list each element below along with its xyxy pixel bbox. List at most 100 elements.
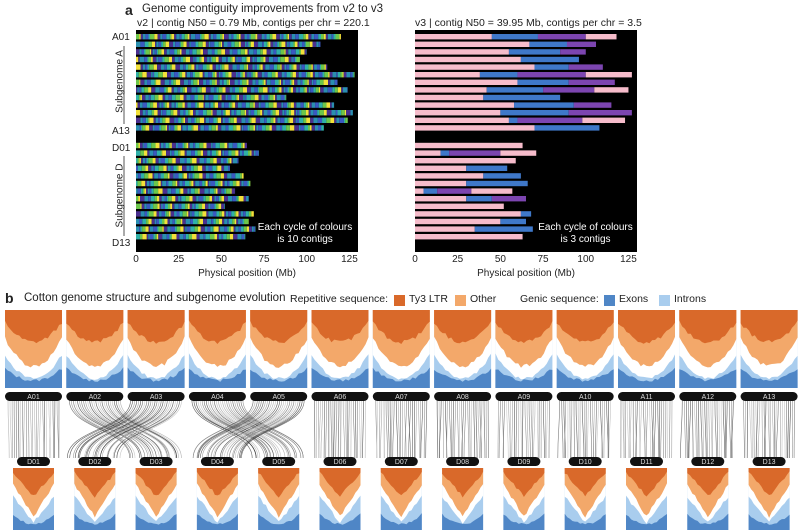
subgenome-d-label: Subgenome D	[114, 163, 126, 228]
v2-bar-D05	[136, 173, 244, 179]
svg-text:D11: D11	[640, 459, 652, 466]
density-profile-A02	[66, 310, 124, 388]
v3-bar-D04	[415, 165, 508, 171]
svg-text:A09: A09	[518, 394, 531, 401]
chromosome-pill-A09: A09	[495, 392, 553, 401]
v3-contig	[415, 165, 467, 171]
v3-bar-D01	[415, 142, 523, 149]
v3-bar-A05	[415, 64, 603, 70]
chromosome-pill-D10: D10	[568, 457, 602, 466]
v2-bar-D10	[136, 211, 254, 217]
x-tick-label: 0	[412, 254, 418, 265]
v3-contig	[415, 41, 530, 47]
v2-bar-D13	[136, 234, 246, 240]
v3-contig	[479, 72, 518, 78]
density-profile-A06	[311, 310, 369, 388]
chromosome-pill-D03: D03	[139, 457, 173, 466]
v3-contig	[520, 211, 532, 217]
density-profile-D04	[196, 468, 238, 530]
svg-text:D07: D07	[395, 459, 408, 466]
chromosome-pill-A02: A02	[66, 392, 124, 401]
v2-bar-D04	[136, 165, 230, 171]
v3-bar-A13	[415, 125, 600, 131]
v2-note: Each cycle of colours is 10 contigs	[255, 222, 355, 246]
x-tick-label: 50	[494, 254, 506, 265]
x-tick-label: 125	[341, 254, 358, 265]
v3-contig	[466, 180, 528, 187]
density-profile-D06	[319, 468, 361, 530]
density-profile-D07	[380, 468, 422, 530]
chromosome-pill-D08: D08	[446, 457, 480, 466]
v3-contig	[486, 87, 544, 93]
chromosome-pill-D09: D09	[507, 457, 541, 466]
v3-contig	[534, 64, 569, 70]
v3-contig	[566, 41, 597, 47]
x-tick-label: 75	[258, 254, 270, 265]
v3-bar-A09	[415, 94, 561, 101]
v2-bar-D03	[136, 158, 239, 164]
v3-contig	[415, 196, 467, 202]
v3-contig	[449, 150, 501, 156]
v3-note-line2: is 3 contigs	[560, 234, 611, 245]
density-profile-D01	[13, 468, 54, 530]
svg-text:D13: D13	[763, 459, 776, 466]
svg-text:A07: A07	[395, 394, 408, 401]
v3-contig	[437, 188, 472, 194]
v3-bar-D13	[415, 234, 523, 240]
v2-bar-A02	[136, 41, 321, 47]
v2-contig-plot	[136, 30, 358, 252]
density-profile-A07	[372, 310, 430, 388]
density-profile-A09	[495, 310, 553, 388]
v2-bar-D01	[136, 142, 247, 149]
v3-contig-plot	[415, 30, 637, 252]
v2-plot-background	[136, 30, 358, 252]
chromosome-pill-A07: A07	[372, 392, 430, 401]
v3-contig	[508, 49, 561, 55]
v3-contig	[466, 196, 492, 202]
v3-contig	[415, 56, 521, 63]
v3-contig	[415, 64, 535, 70]
v3-contig	[415, 226, 475, 232]
v3-note-line1: Each cycle of colours	[538, 222, 633, 233]
v3-contig	[415, 180, 467, 187]
v3-contig	[568, 79, 615, 85]
v3-bar-D12	[415, 226, 533, 232]
svg-text:A06: A06	[334, 394, 347, 401]
v2-note-line1: Each cycle of colours	[257, 222, 353, 233]
svg-text:A10: A10	[579, 394, 592, 401]
v3-bar-A01	[415, 34, 617, 40]
svg-text:A11: A11	[641, 394, 653, 401]
v3-contig	[415, 203, 504, 209]
legend-exons-label: Exons	[619, 293, 649, 305]
v3-contig	[415, 234, 523, 240]
subgenome-brackets	[123, 46, 125, 236]
svg-text:A12: A12	[702, 394, 715, 401]
chromosome-pill-D01: D01	[17, 457, 50, 466]
v2-x-axis-label: Physical position (Mb)	[198, 268, 296, 279]
svg-text:D02: D02	[88, 459, 101, 466]
v3-contig	[500, 218, 526, 225]
chromosome-pill-A08: A08	[434, 392, 492, 401]
v3-contig	[423, 188, 438, 194]
v3-contig	[415, 110, 501, 116]
subgenome-a-label: Subgenome A	[114, 50, 126, 113]
chromosome-pill-A13: A13	[740, 392, 798, 401]
chromosome-pill-A05: A05	[250, 392, 308, 401]
density-profile-D05	[258, 468, 300, 530]
panel-b-title: Cotton genome structure and subgenome ev…	[24, 292, 286, 304]
v3-x-axis-label: Physical position (Mb)	[477, 268, 575, 279]
v3-bar-D10	[415, 211, 532, 217]
other-swatch	[455, 295, 466, 306]
v2-x-ticks: 0 25 50 75 100 125	[133, 254, 358, 268]
chromosome-pill-A03: A03	[127, 392, 185, 401]
panel-b-letter: b	[5, 290, 14, 306]
v2-bar-A13	[136, 125, 324, 131]
chromosome-pill-D02: D02	[78, 457, 112, 466]
v3-contig	[529, 41, 567, 47]
subgenome-a-top-label: A01	[112, 32, 130, 43]
v3-bar-A07	[415, 79, 615, 85]
svg-text:D05: D05	[272, 459, 285, 466]
chromosome-pill-A10: A10	[556, 392, 614, 401]
v3-contig	[415, 117, 509, 123]
chromosome-pill-A11: A11	[618, 392, 675, 401]
